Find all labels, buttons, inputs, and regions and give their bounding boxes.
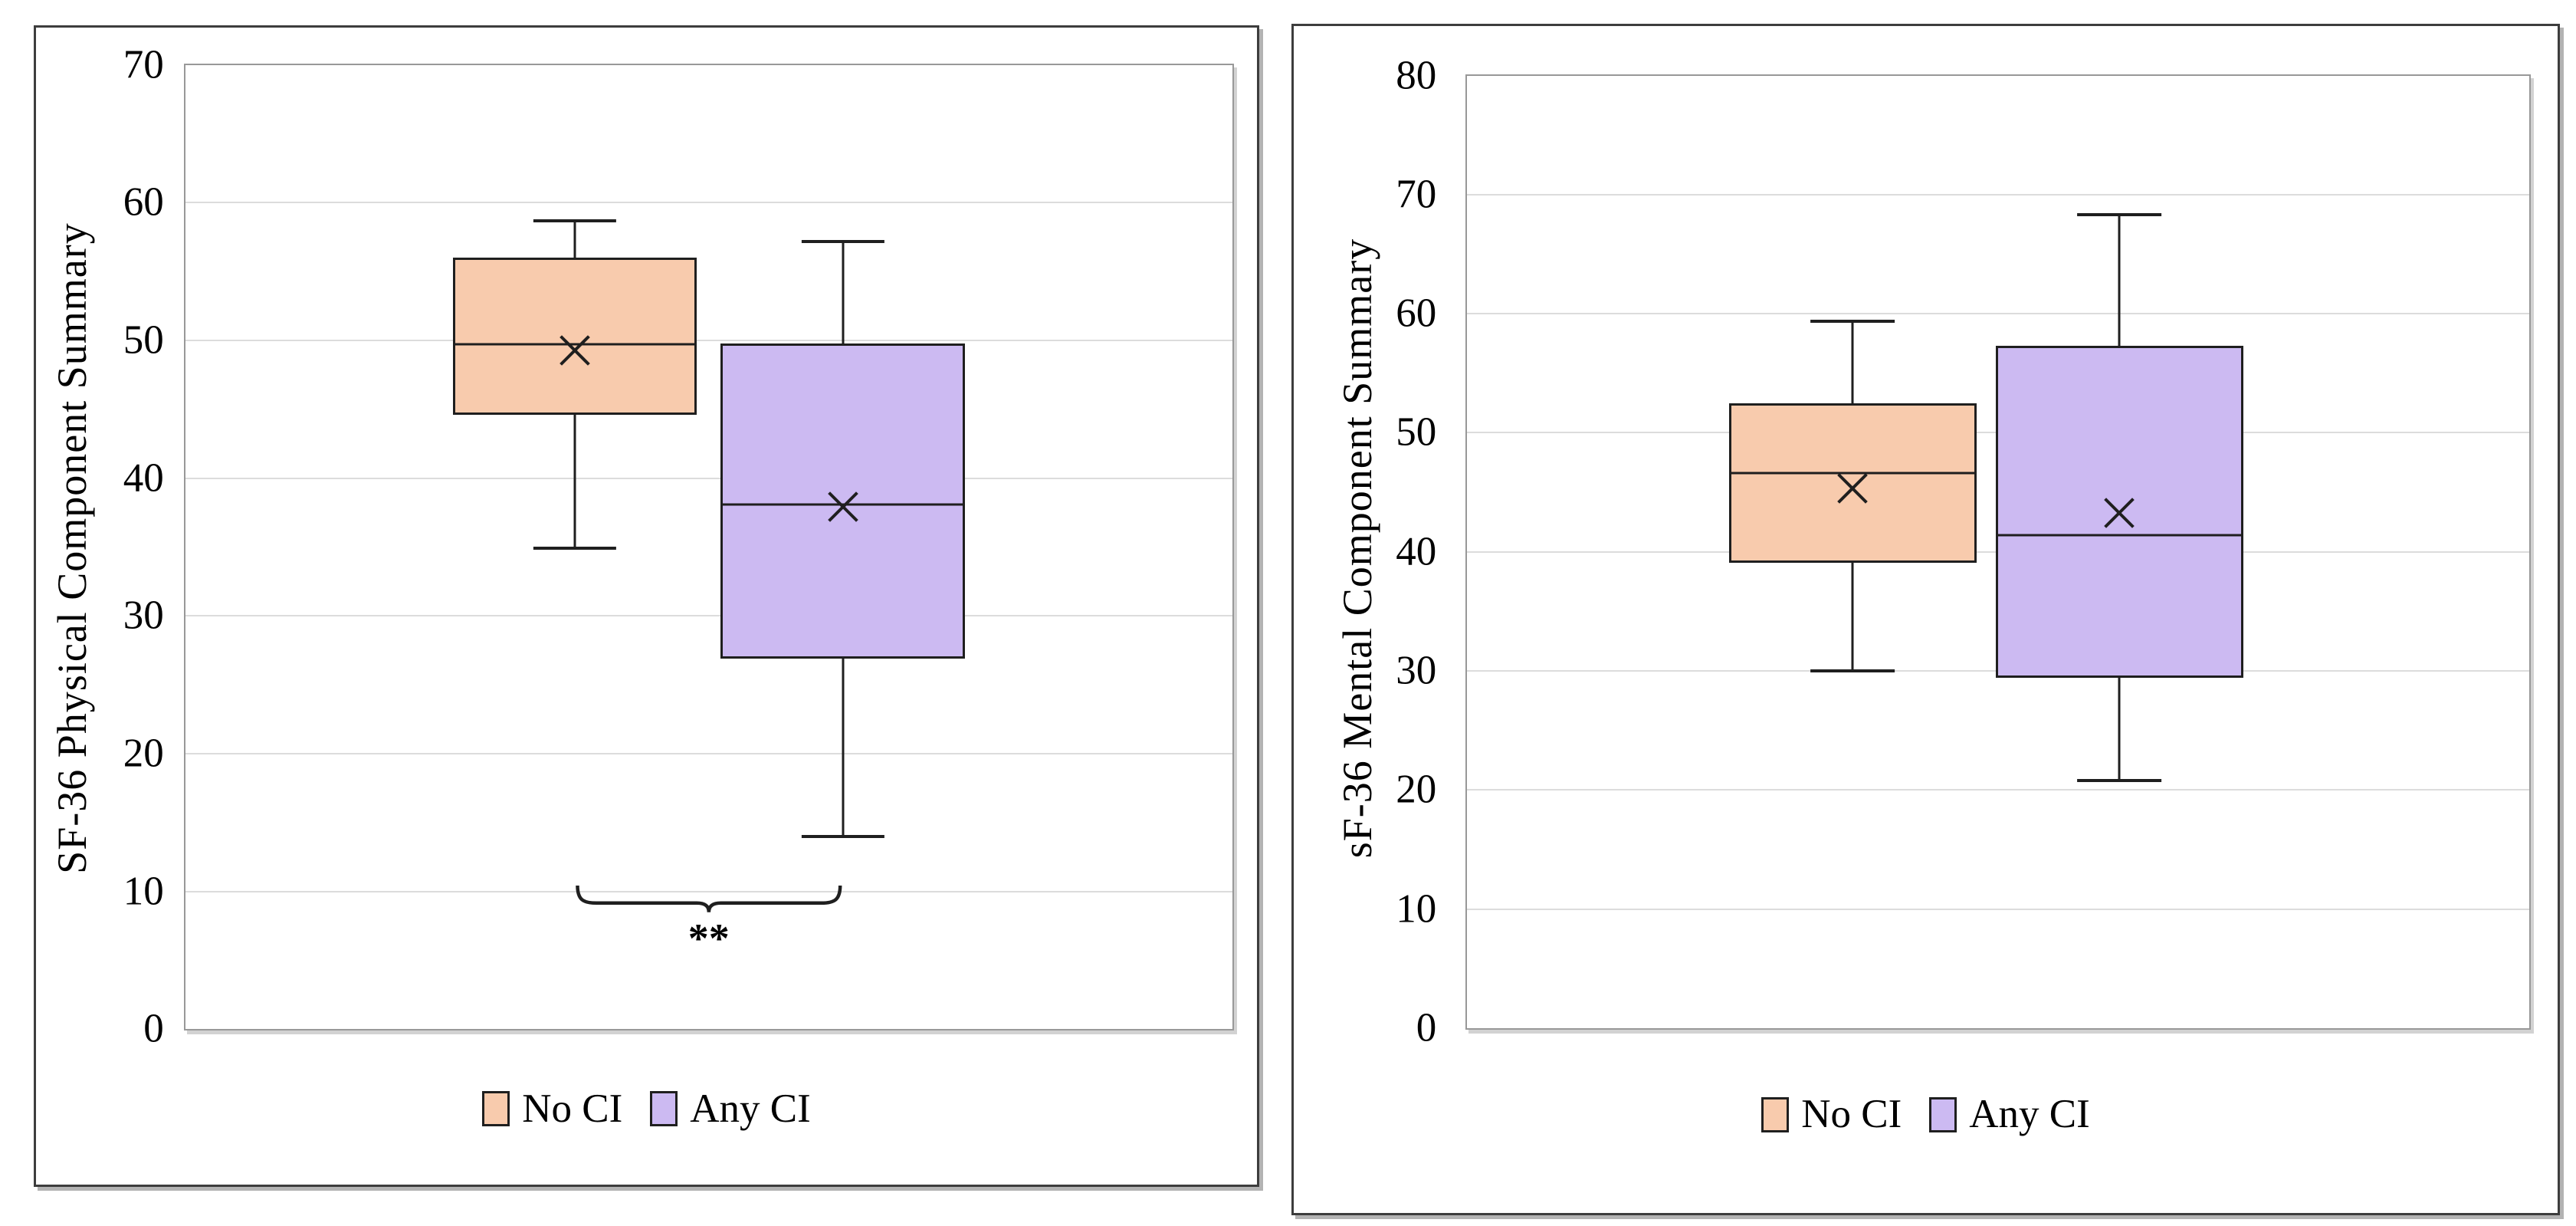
gridline	[185, 202, 1232, 204]
legend: No CI Any CI	[1294, 1094, 2558, 1135]
gridline	[185, 477, 1232, 479]
y-axis-title-mental: sF-36 Mental Component Summary	[1334, 238, 1380, 859]
significance-label: **	[687, 915, 730, 962]
gridline	[1467, 313, 2530, 315]
whisker-lower-no-ci	[1851, 562, 1854, 671]
legend-label-any-ci: Any CI	[1969, 1092, 2090, 1137]
legend-label-no-ci: No CI	[522, 1086, 623, 1131]
whisker-upper-any-ci	[2118, 215, 2121, 347]
y-tick-label: 50	[123, 317, 164, 363]
gridline	[185, 340, 1232, 342]
legend-label-no-ci: No CI	[1801, 1092, 1902, 1137]
mental-summary-panel: sF-36 Mental Component Summary 0 10 20 30 40…	[1291, 24, 2560, 1215]
gridline	[185, 615, 1232, 617]
y-tick-label: 30	[123, 593, 164, 638]
whisker-cap-max-any-ci	[801, 239, 884, 243]
whisker-cap-min-any-ci	[801, 834, 884, 838]
whisker-upper-any-ci	[842, 241, 845, 343]
y-tick-label: 60	[123, 179, 164, 225]
whisker-lower-any-ci	[842, 659, 845, 837]
y-tick-label: 70	[123, 42, 164, 87]
gridline	[1467, 193, 2530, 196]
legend-swatch-no-ci	[1761, 1096, 1790, 1132]
gridline	[1467, 789, 2530, 791]
whisker-lower-no-ci	[573, 415, 576, 549]
legend-item-no-ci: No CI	[482, 1086, 623, 1131]
whisker-cap-min-no-ci	[1810, 669, 1895, 673]
y-tick-label: 60	[1396, 291, 1437, 336]
legend-swatch-any-ci	[1929, 1096, 1957, 1132]
legend-label-any-ci: Any CI	[690, 1086, 811, 1131]
legend-item-no-ci: No CI	[1761, 1094, 1902, 1135]
gridline	[185, 890, 1232, 892]
legend-swatch-any-ci	[650, 1091, 678, 1127]
mean-marker-any-ci	[828, 491, 858, 522]
y-tick-label: 40	[1396, 529, 1437, 574]
gridline	[1467, 908, 2530, 910]
plot-area-mental: 0 10 20 30 40 50 60 70 80	[1396, 55, 2532, 1048]
mean-marker-any-ci	[2104, 498, 2135, 528]
y-tick-label: 0	[143, 1006, 164, 1051]
y-tick-label: 10	[123, 869, 164, 914]
whisker-lower-any-ci	[2118, 678, 2121, 781]
y-tick-label: 20	[123, 731, 164, 776]
whisker-cap-max-no-ci	[533, 219, 616, 222]
whisker-cap-min-no-ci	[533, 547, 616, 551]
physical-summary-panel: SF-36 Physical Component Summary 0 10 20 30…	[34, 25, 1259, 1187]
y-tick-label: 20	[1396, 767, 1437, 812]
mean-marker-no-ci	[560, 335, 590, 366]
y-tick-label: 30	[1396, 648, 1437, 693]
y-tick-label: 70	[1396, 172, 1437, 217]
legend-swatch-no-ci	[482, 1091, 510, 1127]
whisker-upper-no-ci	[573, 220, 576, 258]
whisker-upper-no-ci	[1851, 320, 1854, 403]
y-tick-label: 0	[1416, 1005, 1437, 1050]
legend: No CI Any CI	[36, 1086, 1257, 1131]
y-axis-title-physical: SF-36 Physical Component Summary	[49, 222, 95, 874]
legend-item-any-ci: Any CI	[1929, 1094, 2090, 1135]
plot-area-physical: 0 10 20 30 40 50 60 70 **	[123, 44, 1234, 1049]
legend-item-any-ci: Any CI	[650, 1086, 811, 1131]
y-tick-label: 10	[1396, 886, 1437, 932]
median-line-any-ci	[1995, 534, 2243, 537]
y-tick-label: 80	[1396, 53, 1437, 98]
whisker-cap-max-no-ci	[1810, 319, 1895, 323]
y-tick-label: 40	[123, 455, 164, 501]
mean-marker-no-ci	[1837, 473, 1868, 504]
y-tick-label: 50	[1396, 409, 1437, 455]
whisker-cap-min-any-ci	[2077, 778, 2162, 782]
whisker-cap-max-any-ci	[2077, 213, 2162, 217]
significance-bracket	[575, 886, 843, 913]
gridline	[185, 752, 1232, 754]
